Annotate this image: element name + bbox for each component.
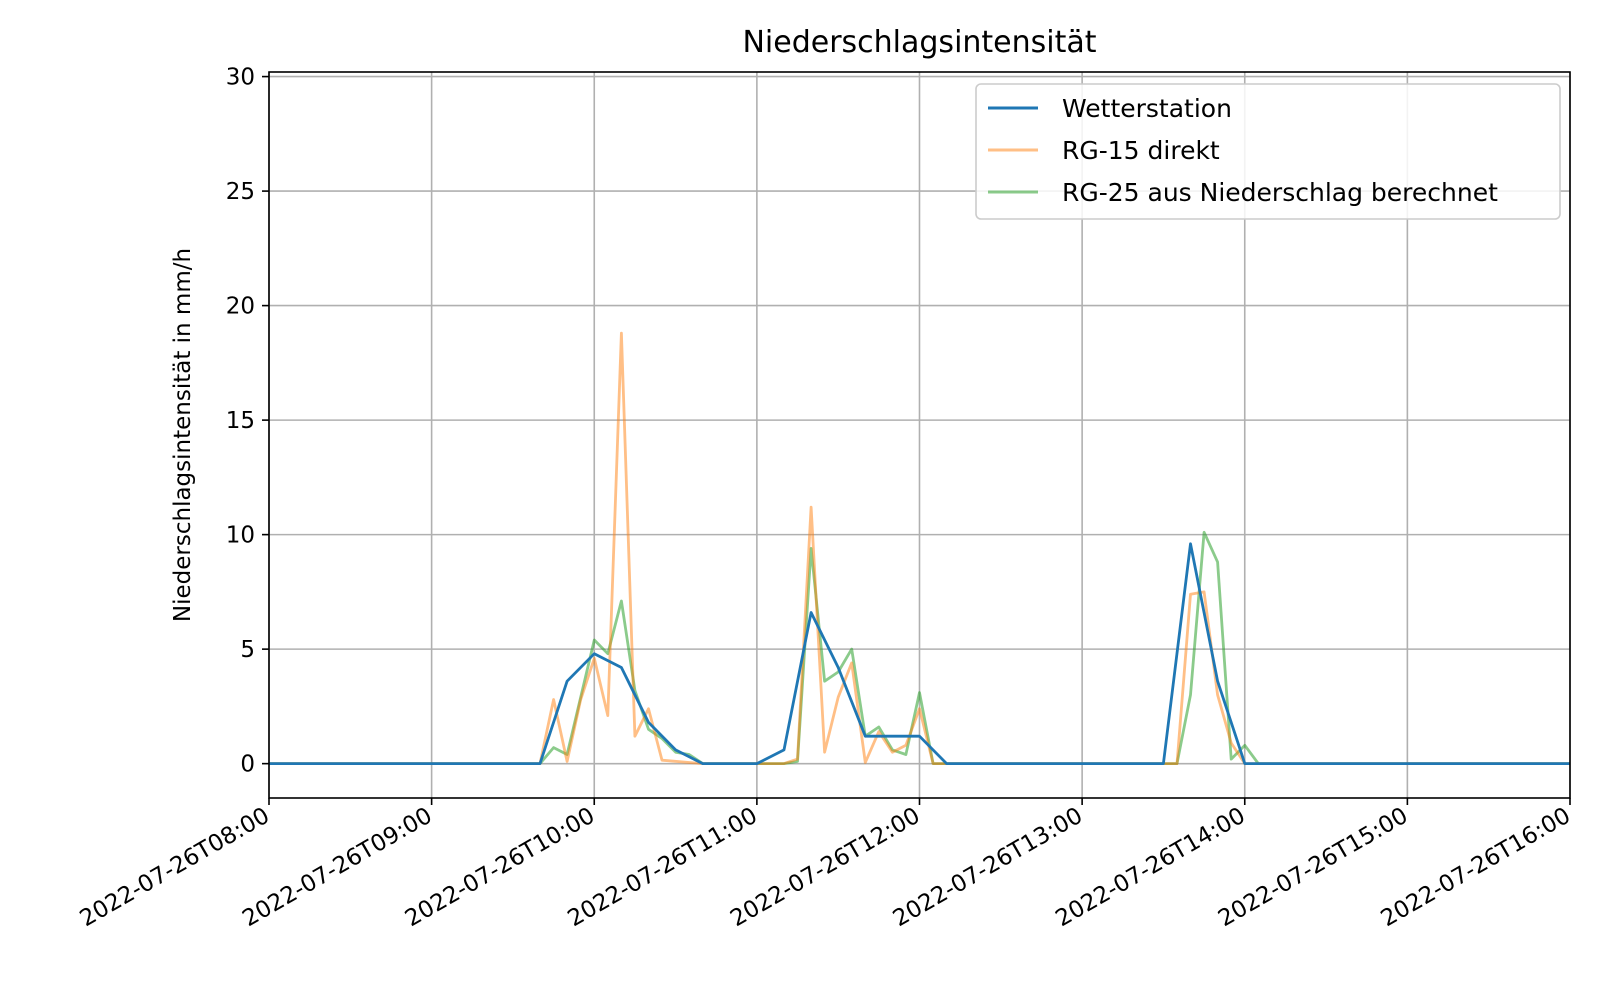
series-lines — [269, 331, 1570, 765]
legend: Wetterstation RG-15 direkt RG-25 aus Niede… — [975, 83, 1561, 220]
y-axis: 0 5 10 15 20 25 30 — [226, 65, 269, 778]
y-tick-label: 10 — [226, 523, 255, 549]
y-tick-label: 15 — [226, 408, 255, 434]
legend-box — [975, 83, 1561, 220]
legend-label: RG-15 direkt — [1062, 136, 1220, 165]
series-line-wetterstation — [269, 542, 1570, 765]
chart-title: Niederschlagsintensität — [742, 25, 1096, 60]
y-tick-label: 25 — [226, 179, 255, 205]
series-line-rg-15-direkt — [269, 331, 1570, 765]
y-tick-label: 5 — [240, 637, 255, 663]
y-tick-label: 0 — [240, 752, 255, 778]
y-axis-label: Niederschlagsintensität in mm/h — [170, 248, 196, 622]
y-tick-label: 30 — [226, 65, 255, 91]
legend-label: Wetterstation — [1062, 94, 1232, 123]
y-tick-label: 20 — [226, 294, 255, 320]
legend-label: RG-25 aus Niederschlag berechnet — [1062, 178, 1498, 207]
